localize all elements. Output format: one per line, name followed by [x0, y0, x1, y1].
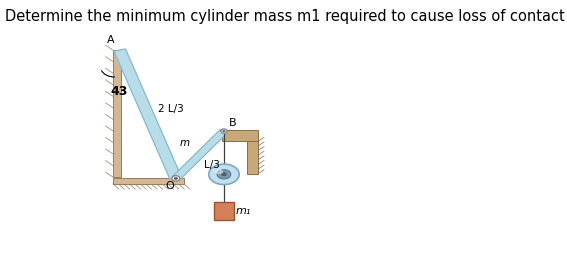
Circle shape — [217, 170, 231, 179]
Circle shape — [174, 177, 177, 179]
Circle shape — [221, 129, 227, 133]
Polygon shape — [247, 141, 258, 174]
Text: 43: 43 — [111, 85, 128, 98]
Circle shape — [223, 130, 225, 132]
Circle shape — [209, 164, 239, 185]
Text: m₁: m₁ — [235, 206, 251, 216]
Circle shape — [222, 173, 226, 176]
Polygon shape — [113, 50, 121, 177]
Circle shape — [172, 176, 180, 181]
FancyBboxPatch shape — [214, 202, 234, 220]
Text: m: m — [180, 138, 190, 148]
Polygon shape — [172, 129, 227, 180]
Text: B: B — [229, 118, 236, 128]
Text: 2 L/3: 2 L/3 — [158, 104, 184, 114]
Polygon shape — [222, 130, 258, 141]
Polygon shape — [114, 49, 181, 180]
Text: A: A — [107, 35, 115, 44]
Text: O: O — [165, 181, 174, 191]
Circle shape — [215, 169, 223, 174]
Polygon shape — [113, 178, 184, 184]
Text: Determine the minimum cylinder mass m1 required to cause loss of contact at A.: Determine the minimum cylinder mass m1 r… — [6, 10, 567, 25]
Text: L/3: L/3 — [204, 160, 220, 170]
